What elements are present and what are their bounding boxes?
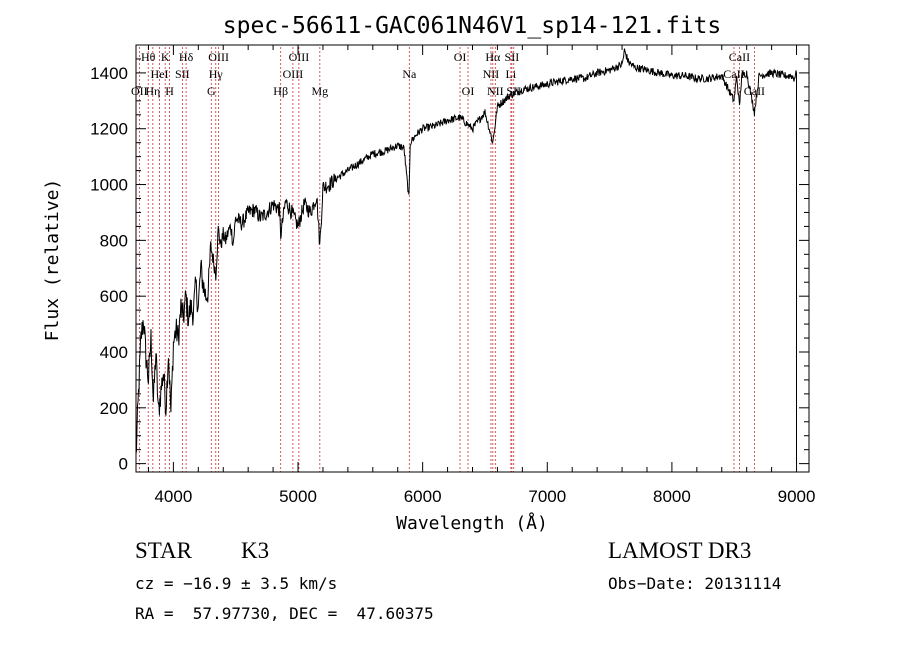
object-subclass: K3 bbox=[241, 538, 270, 563]
line-marker-label: Hθ bbox=[141, 50, 156, 64]
x-tick-label: 6000 bbox=[404, 487, 442, 506]
y-tick-label: 400 bbox=[100, 343, 128, 362]
line-marker-label: Hη bbox=[145, 84, 160, 98]
spectrum-line bbox=[135, 48, 797, 464]
observation-date: Obs−Date: 20131114 bbox=[608, 574, 782, 593]
line-marker-label: Hβ bbox=[273, 84, 288, 98]
x-axis: 4000 5000 6000 7000 8000 9000 bbox=[147, 45, 816, 506]
line-marker-label: Hδ bbox=[179, 50, 194, 64]
x-tick-label: 4000 bbox=[154, 487, 192, 506]
y-tick-label: 1400 bbox=[90, 64, 128, 83]
line-marker-label: SII bbox=[505, 50, 520, 64]
line-marker-label: H bbox=[165, 84, 174, 98]
line-marker-label: Hα bbox=[485, 50, 501, 64]
line-marker-label: OI bbox=[454, 50, 467, 64]
y-tick-label: 800 bbox=[100, 231, 128, 250]
y-tick-label: 0 bbox=[119, 455, 128, 474]
line-marker-label: CaII bbox=[729, 50, 750, 64]
object-class: STAR bbox=[135, 538, 192, 563]
line-marker-label: OII bbox=[131, 84, 148, 98]
chart-title: spec-56611-GAC061N46V1_sp14-121.fits bbox=[223, 13, 722, 39]
line-marker-label: OI bbox=[462, 84, 475, 98]
line-marker-label: K bbox=[161, 50, 170, 64]
y-tick-label: 1000 bbox=[90, 176, 128, 195]
x-tick-label: 9000 bbox=[778, 487, 816, 506]
line-marker-label: OIII bbox=[289, 50, 310, 64]
y-tick-label: 600 bbox=[100, 287, 128, 306]
y-tick-label: 1200 bbox=[90, 120, 128, 139]
coordinates: RA = 57.97730, DEC = 47.60375 bbox=[135, 604, 434, 623]
y-tick-label: 200 bbox=[100, 399, 128, 418]
y-axis-label: Flux (relative) bbox=[42, 179, 63, 342]
line-markers bbox=[138, 47, 755, 472]
line-marker-label: OIII bbox=[283, 67, 304, 81]
x-tick-label: 7000 bbox=[528, 487, 566, 506]
line-marker-label: CaII bbox=[744, 84, 765, 98]
line-marker-label: Na bbox=[402, 67, 417, 81]
line-marker-label: Li bbox=[506, 67, 517, 81]
line-marker-label: SII bbox=[175, 67, 190, 81]
y-axis: 0 200 400 600 800 1000 1200 1400 bbox=[90, 58, 809, 474]
line-marker-label: Hγ bbox=[209, 67, 224, 81]
line-marker-label: Mg bbox=[311, 84, 328, 98]
line-marker-label: NII bbox=[483, 67, 500, 81]
line-marker-label: OIII bbox=[208, 50, 229, 64]
x-tick-label: 5000 bbox=[279, 487, 317, 506]
line-marker-label: NII bbox=[487, 84, 504, 98]
survey-name: LAMOST DR3 bbox=[608, 538, 752, 563]
x-axis-label: Wavelength (Å) bbox=[396, 512, 548, 534]
plot-frame bbox=[135, 44, 810, 473]
line-marker-label: HeI bbox=[151, 67, 169, 81]
line-marker-label: CaII bbox=[723, 67, 744, 81]
x-tick-label: 8000 bbox=[653, 487, 691, 506]
redshift-velocity: cz = −16.9 ± 3.5 km/s bbox=[135, 574, 338, 593]
line-marker-label: G bbox=[207, 84, 216, 98]
